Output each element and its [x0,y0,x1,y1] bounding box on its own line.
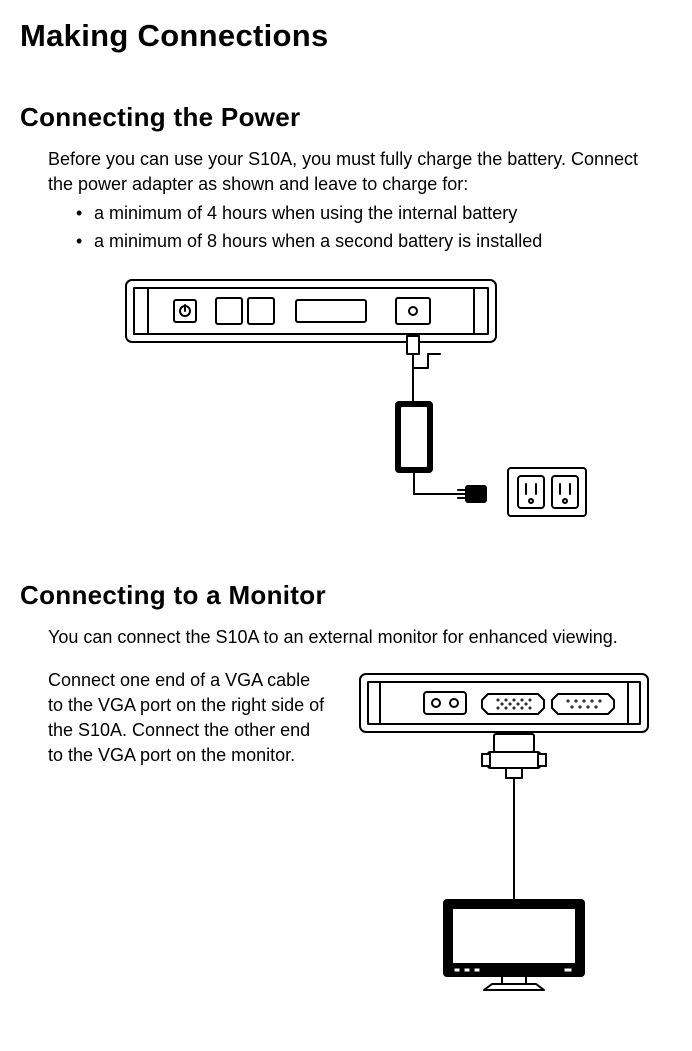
section-connecting-power: Connecting the Power Before you can use … [20,102,664,532]
section-heading-power: Connecting the Power [20,102,664,133]
power-connection-diagram [48,272,664,532]
list-item: a minimum of 4 hours when using the inte… [76,201,664,226]
monitor-body-text: Connect one end of a VGA cable to the VG… [48,668,328,998]
section-connecting-monitor: Connecting to a Monitor You can connect … [20,580,664,998]
monitor-connection-diagram [344,668,664,998]
power-diagram-icon [116,272,596,532]
list-item: a minimum of 8 hours when a second batte… [76,229,664,254]
monitor-diagram-icon [354,668,654,998]
power-bullet-list: a minimum of 4 hours when using the inte… [48,201,664,255]
page-title: Making Connections [20,18,664,54]
power-intro-text: Before you can use your S10A, you must f… [48,147,664,197]
section-heading-monitor: Connecting to a Monitor [20,580,664,611]
monitor-intro-text: You can connect the S10A to an external … [48,625,664,650]
